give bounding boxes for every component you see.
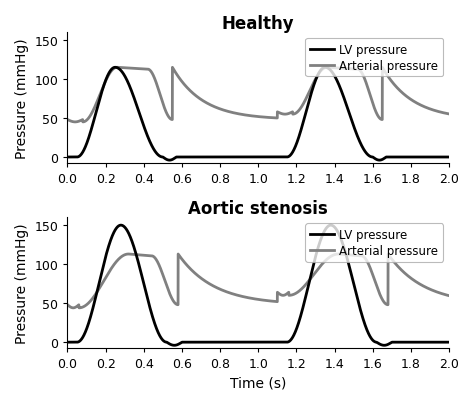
- Legend: LV pressure, Arterial pressure: LV pressure, Arterial pressure: [305, 39, 443, 77]
- Arterial pressure: [72, 120, 78, 125]
- Arterial pressure: [64, 303, 70, 307]
- Arterial pressure: [225, 290, 231, 295]
- LV pressure: [246, 340, 252, 345]
- Arterial pressure: [70, 306, 76, 311]
- LV pressure: [435, 155, 440, 160]
- LV pressure: [376, 158, 382, 163]
- Line: Arterial pressure: Arterial pressure: [67, 254, 449, 308]
- Arterial pressure: [228, 291, 234, 296]
- Y-axis label: Pressure (mmHg): Pressure (mmHg): [15, 38, 29, 159]
- Arterial pressure: [446, 112, 452, 117]
- Arterial pressure: [228, 111, 234, 115]
- Arterial pressure: [342, 252, 348, 257]
- Line: LV pressure: LV pressure: [67, 226, 449, 345]
- Arterial pressure: [342, 67, 348, 72]
- X-axis label: Time (s): Time (s): [230, 376, 286, 390]
- LV pressure: [446, 340, 452, 345]
- Arterial pressure: [336, 252, 341, 257]
- LV pressure: [112, 66, 118, 70]
- Arterial pressure: [416, 281, 421, 286]
- LV pressure: [64, 340, 70, 345]
- LV pressure: [225, 340, 231, 345]
- Arterial pressure: [324, 66, 330, 70]
- Arterial pressure: [246, 114, 252, 119]
- Title: Aortic stenosis: Aortic stenosis: [188, 200, 328, 217]
- LV pressure: [446, 155, 452, 160]
- Arterial pressure: [446, 294, 452, 298]
- LV pressure: [342, 98, 347, 103]
- Line: Arterial pressure: Arterial pressure: [67, 68, 449, 123]
- Arterial pressure: [64, 118, 70, 123]
- LV pressure: [246, 155, 252, 160]
- Arterial pressure: [435, 110, 440, 115]
- Y-axis label: Pressure (mmHg): Pressure (mmHg): [15, 223, 29, 343]
- Arterial pressure: [416, 102, 421, 107]
- Arterial pressure: [246, 296, 252, 301]
- LV pressure: [416, 155, 421, 160]
- LV pressure: [435, 340, 440, 345]
- LV pressure: [342, 248, 347, 253]
- Legend: LV pressure, Arterial pressure: LV pressure, Arterial pressure: [305, 224, 443, 262]
- Title: Healthy: Healthy: [222, 15, 294, 33]
- LV pressure: [64, 155, 70, 160]
- LV pressure: [416, 340, 421, 345]
- LV pressure: [381, 343, 387, 348]
- Line: LV pressure: LV pressure: [67, 68, 449, 161]
- Arterial pressure: [225, 110, 231, 115]
- LV pressure: [228, 155, 234, 160]
- Arterial pressure: [435, 290, 440, 295]
- LV pressure: [225, 155, 231, 160]
- LV pressure: [118, 223, 124, 228]
- LV pressure: [228, 340, 234, 345]
